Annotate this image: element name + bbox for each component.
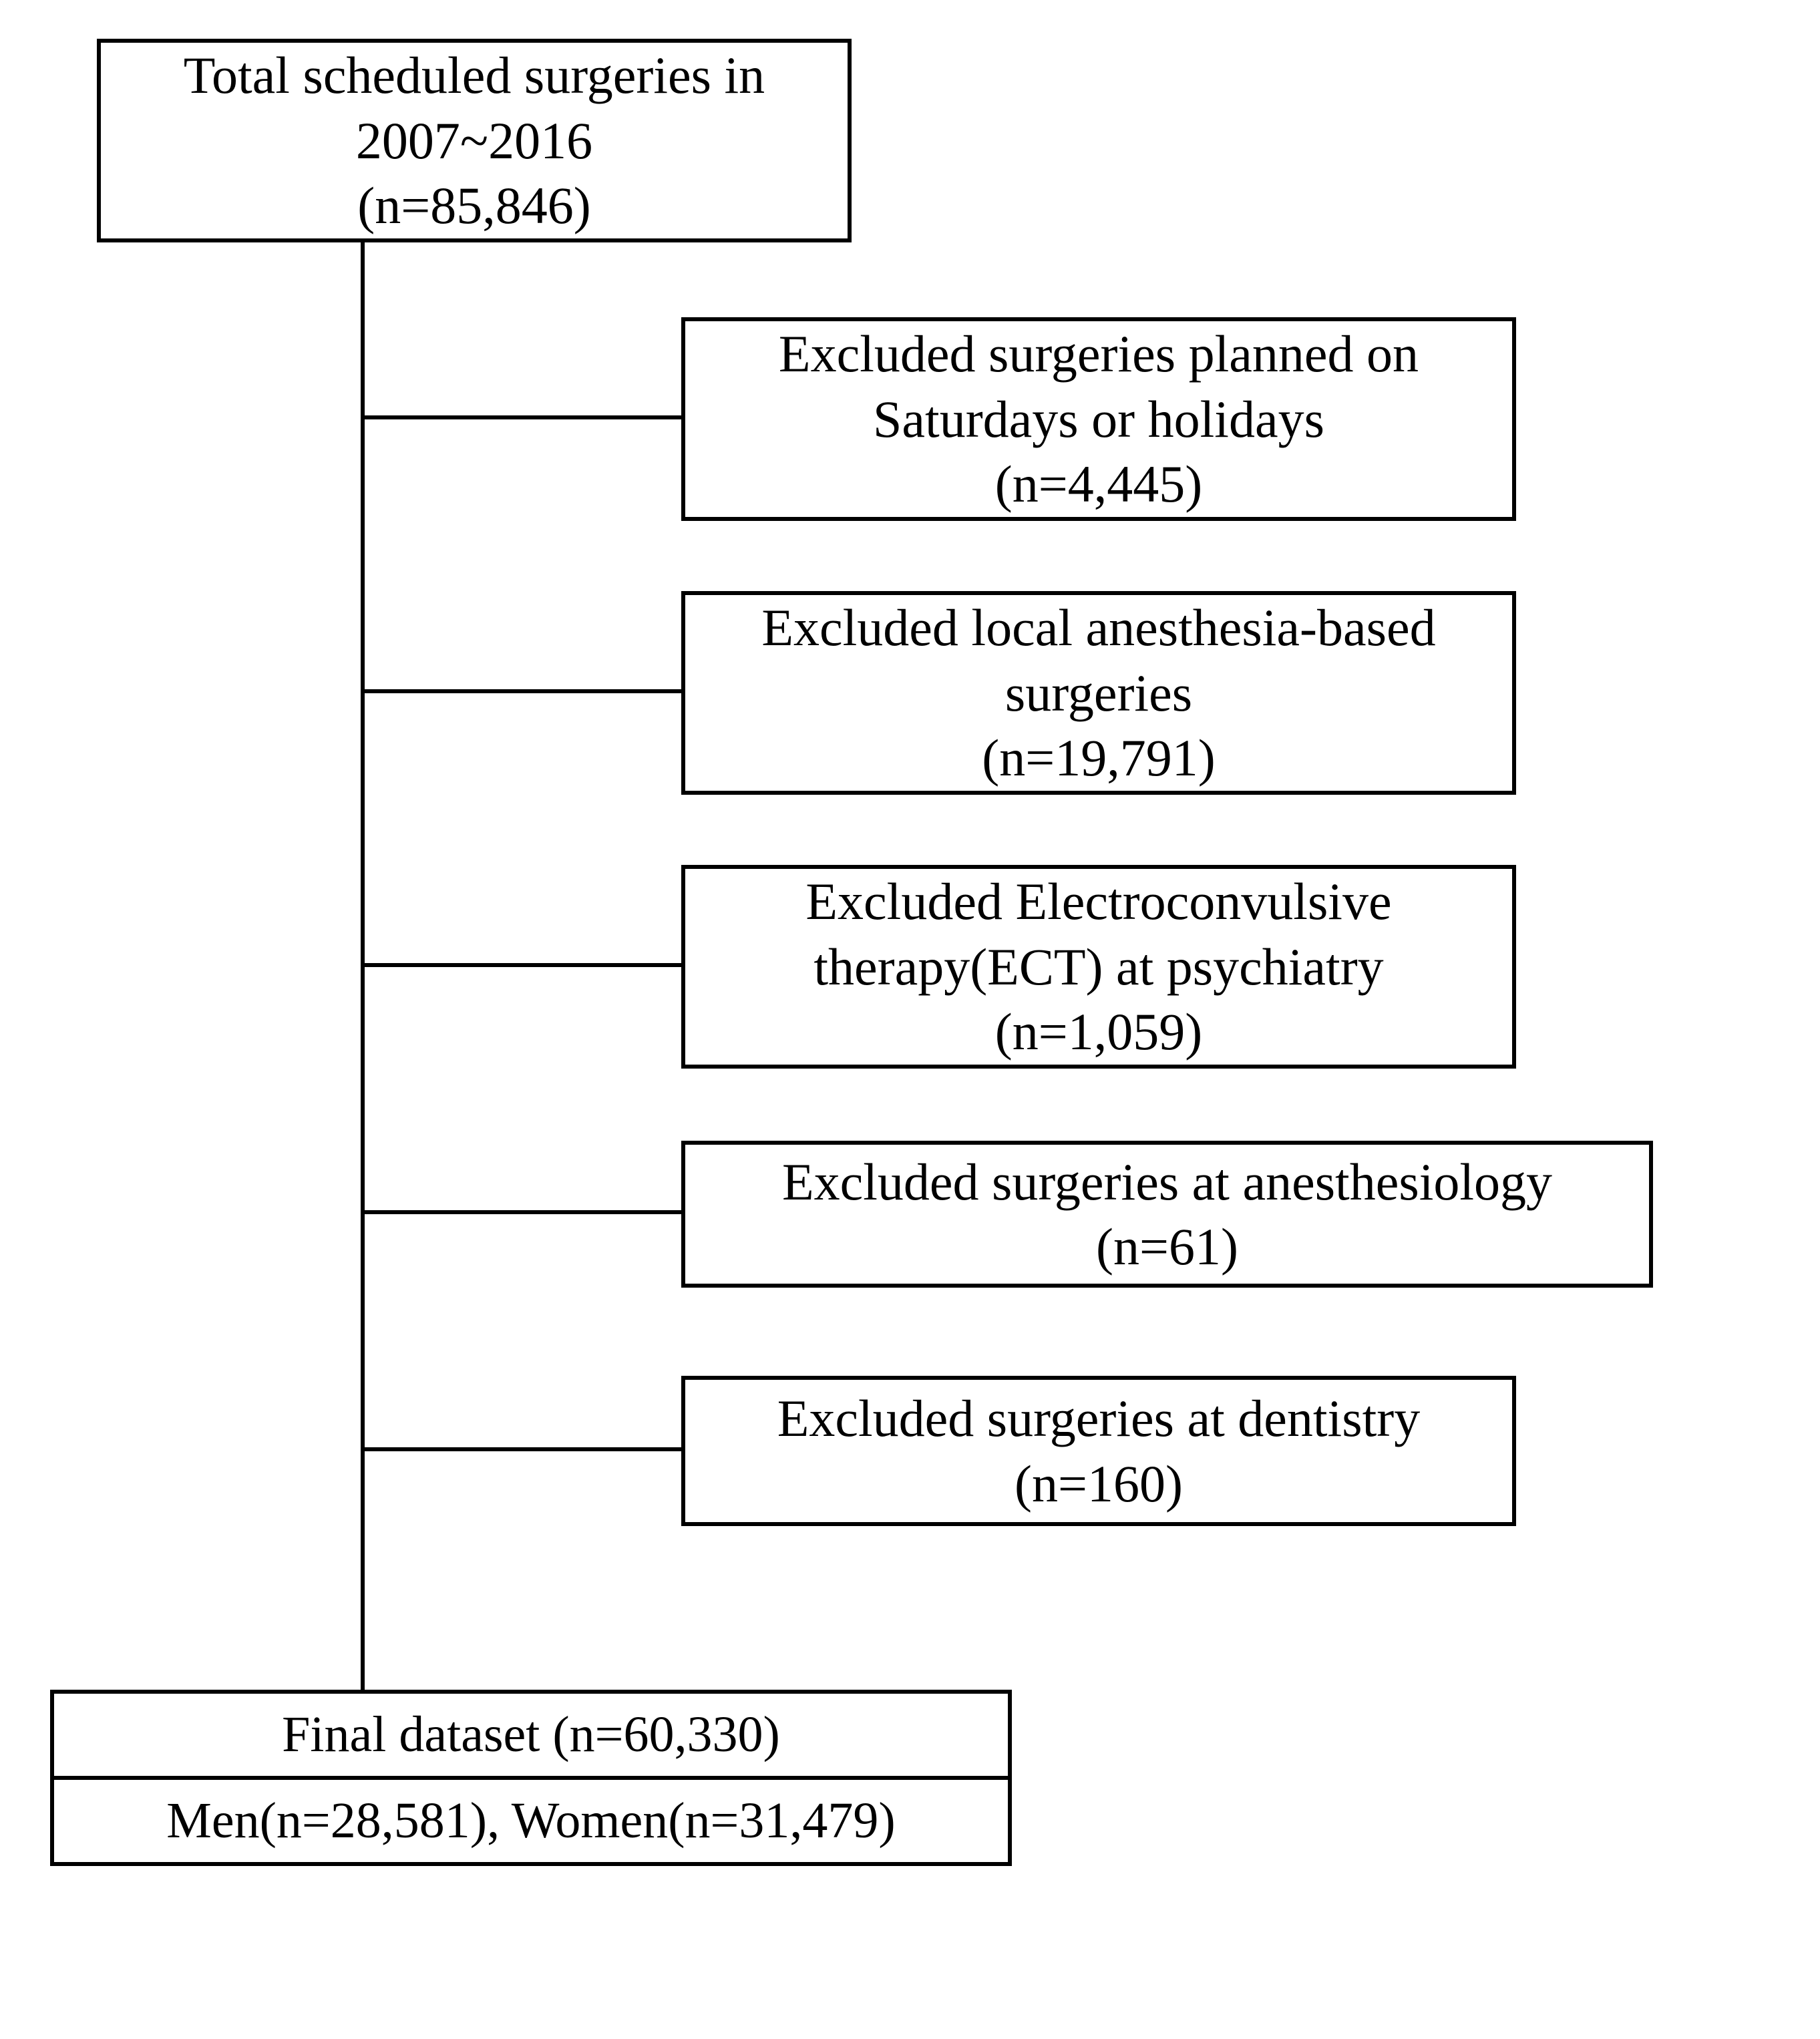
node-excl4-line2: (n=61) [1096,1214,1238,1280]
node-excl4-line1: Excluded surgeries at anesthesiology [782,1149,1552,1215]
branch-line-3 [361,963,683,967]
node-start-line2: 2007~2016 [356,108,592,174]
node-final-breakdown-text: Men(n=28,581), Women(n=31,479) [166,1789,895,1853]
node-excl3-line2: therapy(ECT) at psychiatry [813,934,1383,1000]
node-excl3-line3: (n=1,059) [995,999,1202,1065]
node-start-line1: Total scheduled surgeries in [184,43,765,108]
node-excl5-line1: Excluded surgeries at dentistry [777,1386,1420,1451]
node-excl5-line2: (n=160) [1015,1451,1183,1517]
node-excl2: Excluded local anesthesia-based surgerie… [681,591,1516,795]
node-final-dataset: Final dataset (n=60,330) [50,1690,1012,1780]
node-excl2-line2: surgeries [1005,661,1192,726]
node-excl5: Excluded surgeries at dentistry (n=160) [681,1376,1516,1526]
node-excl1: Excluded surgeries planned on Saturdays … [681,317,1516,521]
node-excl1-line1: Excluded surgeries planned on [779,321,1419,387]
node-final-dataset-text: Final dataset (n=60,330) [282,1703,780,1767]
node-start: Total scheduled surgeries in 2007~2016 (… [97,39,852,242]
branch-line-2 [361,689,683,693]
branch-line-5 [361,1447,683,1451]
node-excl4: Excluded surgeries at anesthesiology (n=… [681,1141,1653,1288]
node-final-breakdown: Men(n=28,581), Women(n=31,479) [50,1776,1012,1866]
node-excl1-line3: (n=4,445) [995,451,1202,517]
node-excl3-line1: Excluded Electroconvulsive [805,869,1391,934]
node-excl1-line2: Saturdays or holidays [873,387,1324,452]
branch-line-4 [361,1210,683,1214]
node-start-line3: (n=85,846) [357,173,590,238]
branch-line-1 [361,415,683,419]
node-excl2-line3: (n=19,791) [982,725,1215,791]
node-excl3: Excluded Electroconvulsive therapy(ECT) … [681,865,1516,1069]
node-excl2-line1: Excluded local anesthesia-based [761,595,1435,661]
